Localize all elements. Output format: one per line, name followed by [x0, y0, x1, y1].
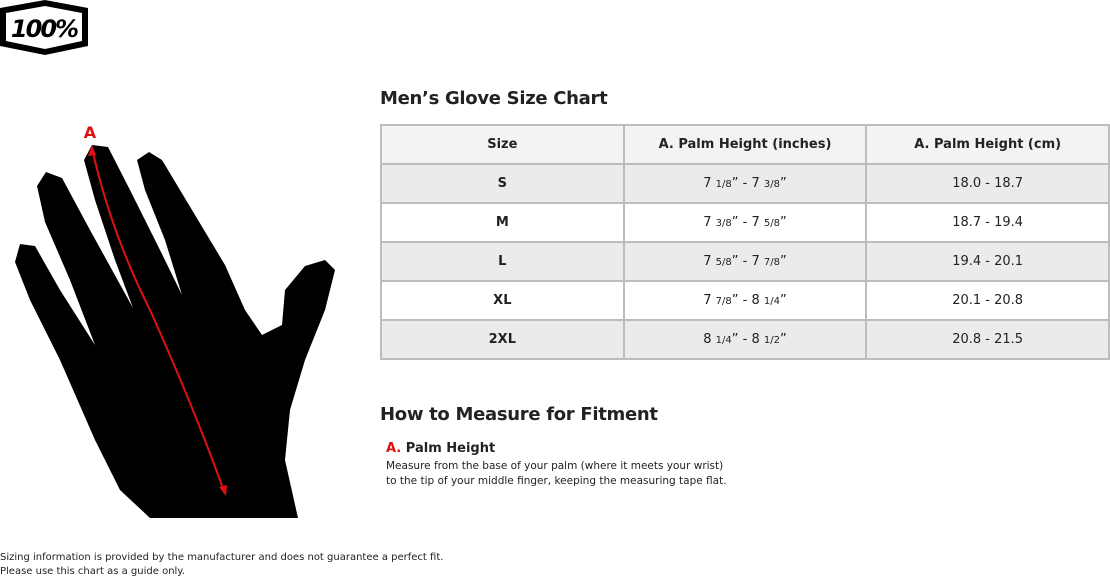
size-cell: L [380, 241, 625, 282]
header-size: Size [380, 124, 625, 165]
palm-height-label: A. Palm Height [386, 441, 495, 456]
cm-cell: 18.7 - 19.4 [865, 202, 1110, 243]
palm-height-description: Measure from the base of your palm (wher… [386, 460, 727, 487]
hand-silhouette [15, 145, 335, 518]
table-row: S 7 1/8” - 7 3/8” 18.0 - 18.7 [380, 163, 1110, 204]
table-row: L 7 5/8” - 7 7/8” 19.4 - 20.1 [380, 241, 1110, 282]
measure-title: How to Measure for Fitment [380, 404, 658, 425]
disclaimer-line: Please use this chart as a guide only. [0, 566, 185, 577]
cm-cell: 20.1 - 20.8 [865, 280, 1110, 321]
inches-cell: 7 5/8” - 7 7/8” [622, 241, 868, 282]
table-row: 2XL 8 1/4” - 8 1/2” 20.8 - 21.5 [380, 319, 1110, 360]
size-chart-table: Size A. Palm Height (inches) A. Palm Hei… [380, 124, 1110, 360]
size-cell: M [380, 202, 625, 243]
marker-label: A [84, 123, 97, 142]
cm-cell: 18.0 - 18.7 [865, 163, 1110, 204]
inches-cell: 7 1/8” - 7 3/8” [622, 163, 868, 204]
measure-line [91, 147, 226, 495]
cm-cell: 19.4 - 20.1 [865, 241, 1110, 282]
table-row: M 7 3/8” - 7 5/8” 18.7 - 19.4 [380, 202, 1110, 243]
header-cm: A. Palm Height (cm) [865, 124, 1110, 165]
table-header-row: Size A. Palm Height (inches) A. Palm Hei… [380, 124, 1110, 165]
table-row: XL 7 7/8” - 8 1/4” 20.1 - 20.8 [380, 280, 1110, 321]
cm-cell: 20.8 - 21.5 [865, 319, 1110, 360]
brand-logo: 100% [0, 0, 88, 55]
disclaimer: Sizing information is provided by the ma… [0, 551, 443, 579]
inches-cell: 7 3/8” - 7 5/8” [622, 202, 868, 243]
header-inches: A. Palm Height (inches) [622, 124, 868, 165]
disclaimer-line: Sizing information is provided by the ma… [0, 552, 444, 563]
palm-letter: A. [386, 441, 402, 456]
palm-label-text: Palm Height [405, 441, 496, 456]
inches-cell: 8 1/4” - 8 1/2” [622, 319, 868, 360]
size-cell: 2XL [380, 319, 625, 360]
size-cell: XL [380, 280, 625, 321]
hand-diagram: A [15, 123, 335, 518]
page-title: Men’s Glove Size Chart [380, 88, 608, 109]
inches-cell: 7 7/8” - 8 1/4” [622, 280, 868, 321]
size-cell: S [380, 163, 625, 204]
svg-text:100%: 100% [11, 15, 78, 43]
